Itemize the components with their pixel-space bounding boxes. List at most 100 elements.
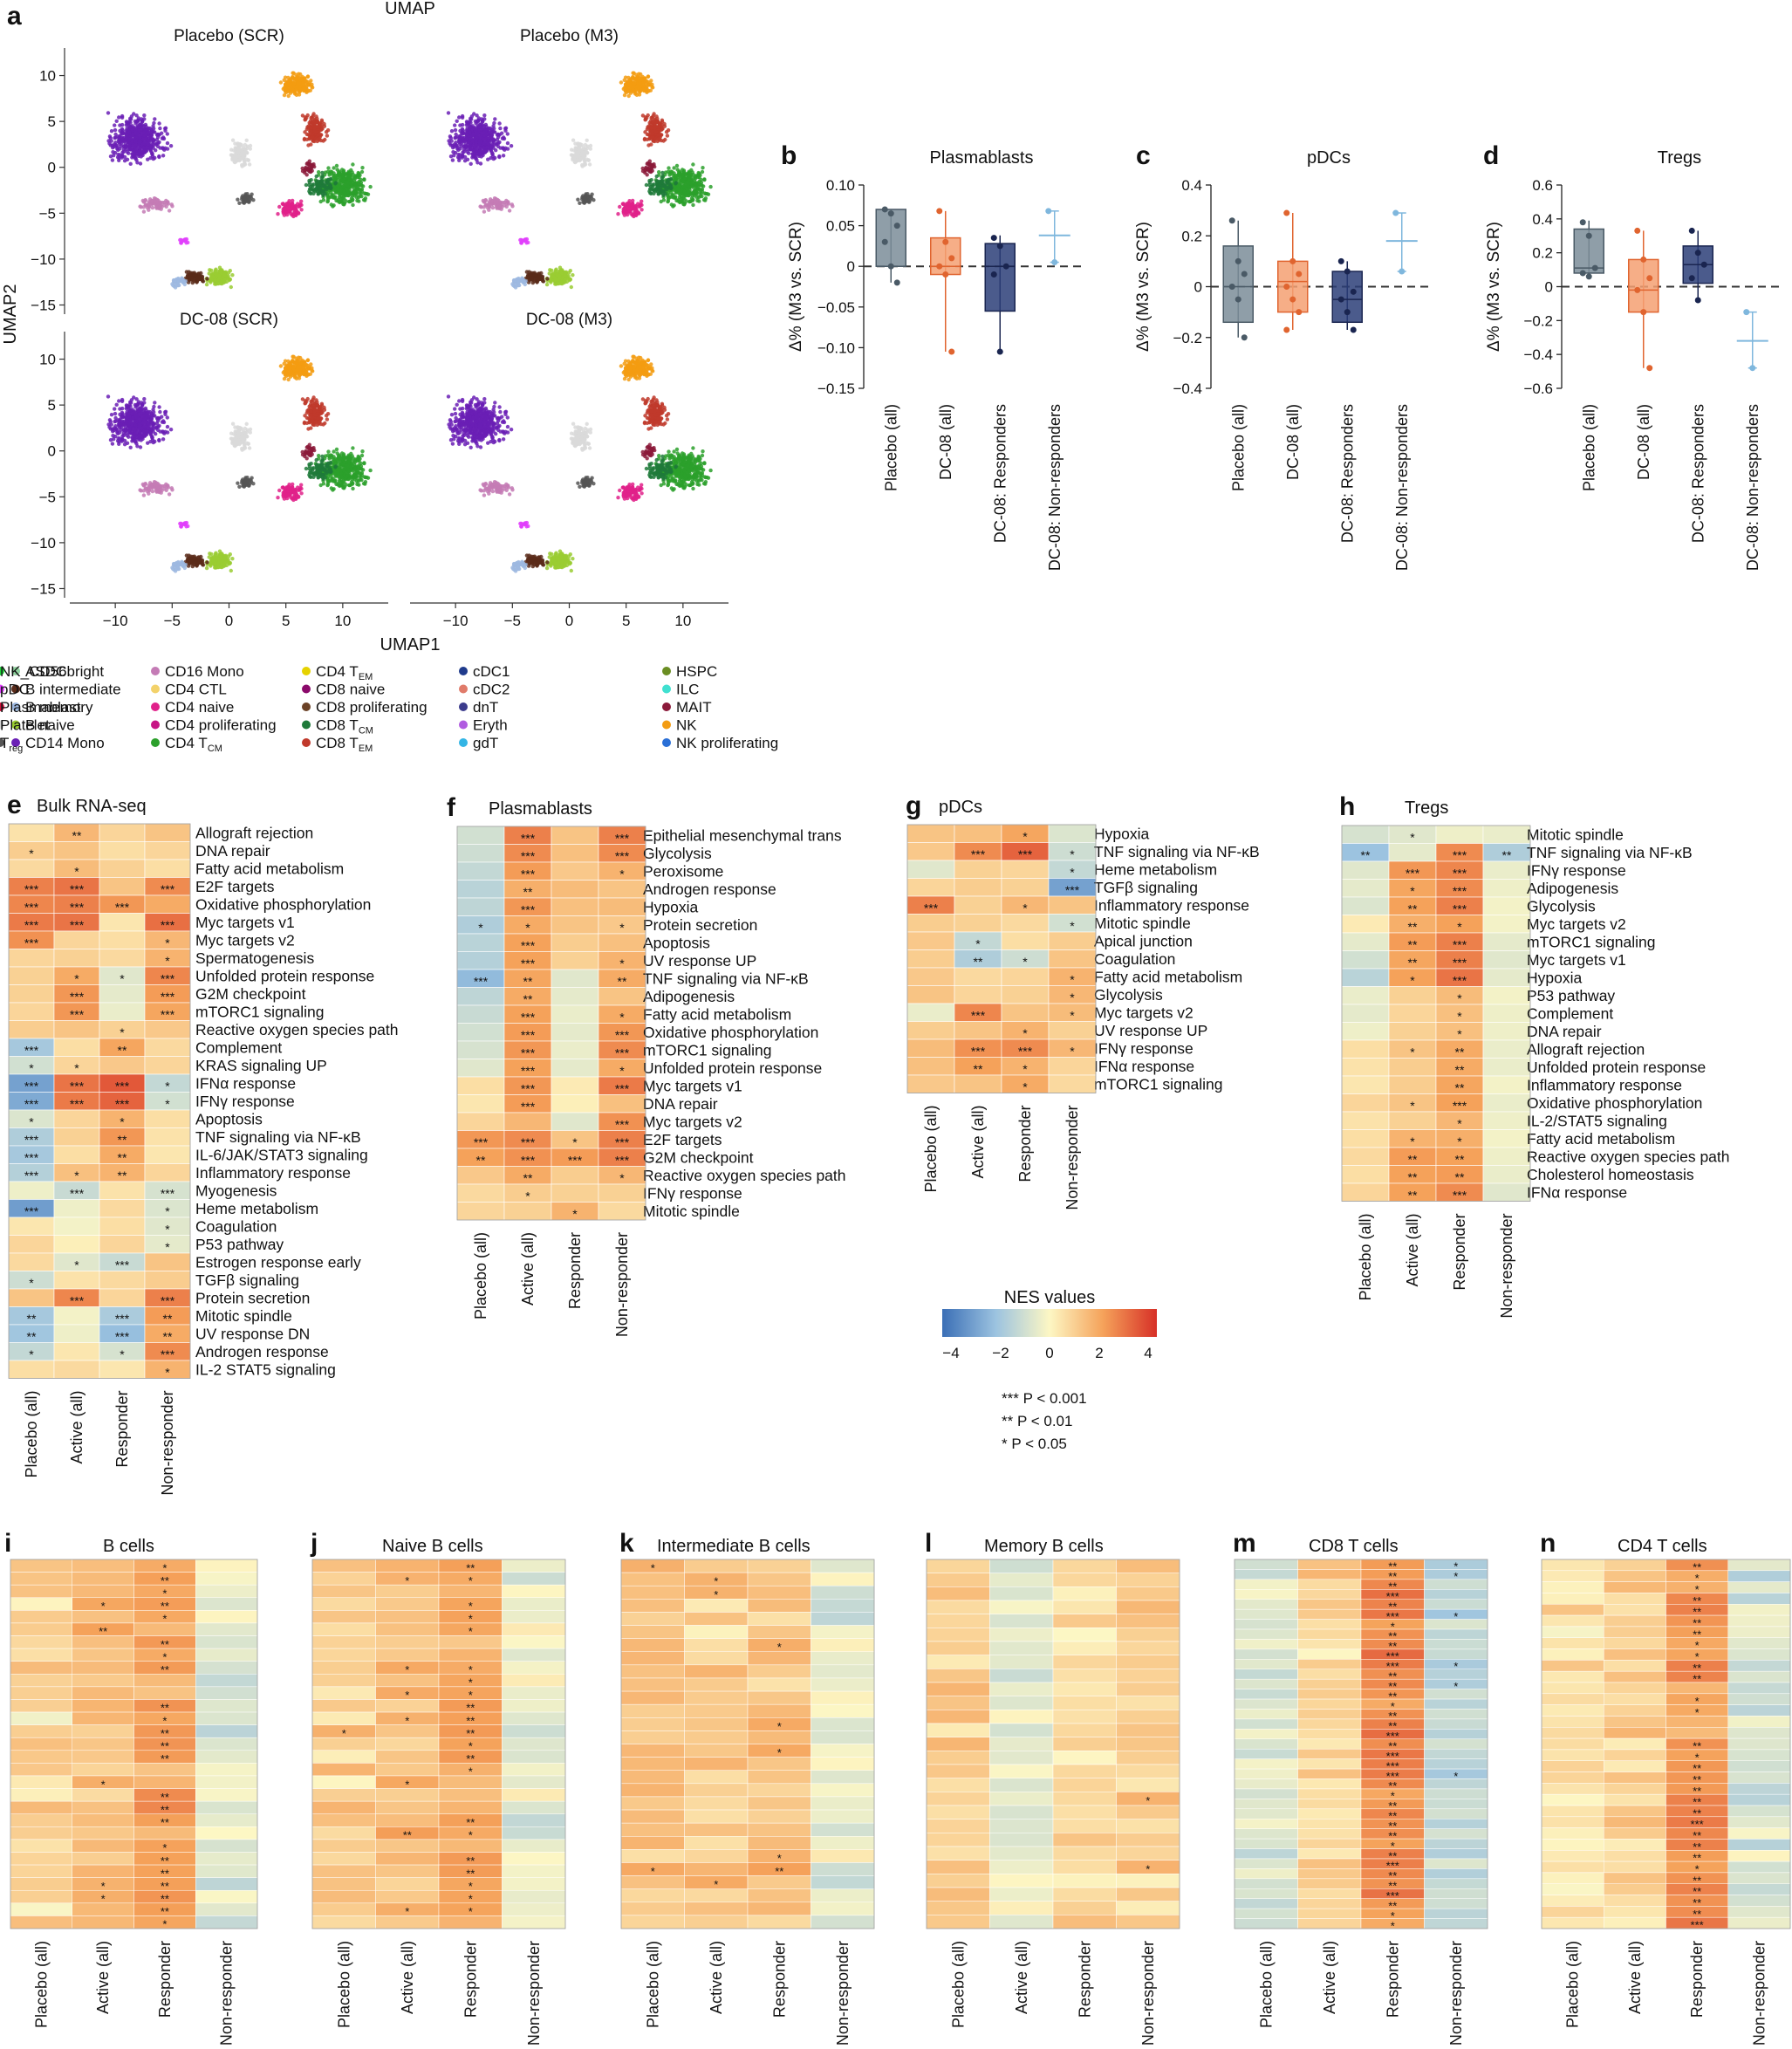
heat-cell — [1341, 932, 1390, 951]
heat-cell — [1297, 1628, 1362, 1640]
heat-cell — [811, 1770, 875, 1785]
heat-cell — [1234, 1808, 1298, 1819]
ytick-label: 0.05 — [826, 218, 855, 235]
panel-letter: m — [1233, 1529, 1256, 1558]
heat-cell — [1234, 1589, 1298, 1600]
heat-cell — [747, 1651, 811, 1666]
legend-label: B naive — [25, 717, 75, 734]
heat-cell — [375, 1610, 440, 1624]
row-label: Complement — [195, 1038, 282, 1056]
sig-stars: *** — [1453, 956, 1467, 970]
heat-cell — [1604, 1906, 1666, 1918]
heat-cell — [375, 1877, 440, 1891]
sig-stars: *** — [521, 1028, 536, 1042]
heat-cell — [72, 1800, 134, 1814]
data-point — [1296, 271, 1303, 278]
heat-cell — [133, 1686, 196, 1700]
heat-cell — [1234, 1559, 1298, 1570]
heat-cell — [1052, 1696, 1117, 1710]
sig-stars: *** — [24, 935, 39, 949]
data-point — [990, 235, 997, 242]
heat-cell — [53, 1127, 100, 1147]
heat-cell — [10, 1902, 72, 1916]
heat-cell — [1388, 1004, 1437, 1023]
heat-cell — [53, 930, 100, 949]
heat-cell — [1341, 1004, 1390, 1023]
heat-cell — [926, 1614, 990, 1628]
sig-stars: *** — [1453, 884, 1467, 898]
sig-stars: * — [29, 846, 34, 860]
heat-cell — [1001, 1003, 1050, 1022]
row-label: P53 pathway — [1527, 987, 1615, 1004]
sig-stars: ** — [1408, 1152, 1418, 1166]
heat-cell — [1541, 1626, 1604, 1638]
heat-cell — [502, 1686, 566, 1700]
row-label: Protein secretion — [195, 1289, 310, 1306]
data-point — [1694, 250, 1701, 257]
heat-cell — [926, 1805, 990, 1819]
sig-stars: *** — [24, 1204, 39, 1218]
heat-cell — [99, 913, 146, 932]
sig-stars: * — [74, 864, 79, 878]
row-label: UV response UP — [643, 952, 756, 970]
legend-swatch — [151, 702, 160, 711]
heat-cell — [456, 1202, 505, 1221]
data-point — [1002, 263, 1009, 270]
heat-cell — [1116, 1805, 1180, 1819]
heat-cell — [53, 1342, 100, 1361]
heat-cell — [620, 1585, 685, 1600]
heat-cell — [1541, 1727, 1604, 1739]
row-label: Apoptosis — [195, 1110, 263, 1127]
data-point — [1289, 257, 1296, 264]
heat-cell — [551, 987, 599, 1006]
heat-cell — [144, 1271, 191, 1290]
panel-title: CD4 T cells — [1618, 1537, 1707, 1556]
legend-item: CD16 Mono — [151, 663, 244, 680]
heat-cell — [1482, 932, 1531, 951]
heat-cell — [906, 1021, 955, 1040]
data-point — [1241, 271, 1248, 278]
heat-cell — [1052, 1573, 1117, 1587]
heat-cell — [195, 1902, 258, 1916]
heat-cell — [1424, 1778, 1488, 1790]
heat-cell — [811, 1875, 875, 1889]
heat-cell — [10, 1775, 72, 1789]
legend-item: NK_CD56bright — [0, 663, 104, 680]
heat-cell — [195, 1737, 258, 1751]
heat-cell — [598, 1094, 646, 1114]
heat-cell — [456, 1004, 505, 1024]
legend-item: MAIT — [662, 699, 712, 716]
sig-legend-2: ** P < 0.01 — [1002, 1413, 1072, 1429]
heat-cell — [1116, 1833, 1180, 1847]
row-label: Glycolysis — [643, 845, 712, 862]
heat-cell — [502, 1597, 566, 1611]
heat-cell — [954, 824, 1002, 843]
sig-stars: * — [619, 921, 625, 935]
sig-stars: *** — [971, 847, 986, 861]
row-label: IFNα response — [1527, 1183, 1627, 1201]
heat-cell — [1541, 1793, 1604, 1806]
ytick-label: 0 — [1545, 279, 1553, 296]
sig-stars: * — [1457, 1009, 1462, 1023]
heat-cell — [811, 1849, 875, 1863]
heat-cell — [375, 1750, 440, 1764]
heat-cell — [747, 1730, 811, 1744]
heat-cell — [551, 951, 599, 970]
heat-cell — [99, 1235, 146, 1254]
heat-cell — [72, 1661, 134, 1675]
heat-cell — [1341, 968, 1390, 987]
legend-swatch — [11, 738, 20, 747]
heat-cell — [989, 1655, 1054, 1669]
heat-cell — [72, 1826, 134, 1840]
legend-label: CD4 TCM — [165, 735, 222, 754]
heat-cell — [747, 1902, 811, 1916]
legend-swatch — [459, 684, 468, 694]
box-3: DC-08: Responders — [984, 235, 1016, 543]
heat-cell — [811, 1572, 875, 1586]
heat-cell — [684, 1796, 749, 1811]
heat-cell — [1048, 931, 1097, 950]
legend-item: Platelet — [0, 717, 50, 734]
box-panels: b Plasmablasts Δ% (M3 vs. SCR) 0.10 0.05 0 −0.… — [781, 141, 1780, 571]
sig-stars: * — [469, 1689, 473, 1702]
